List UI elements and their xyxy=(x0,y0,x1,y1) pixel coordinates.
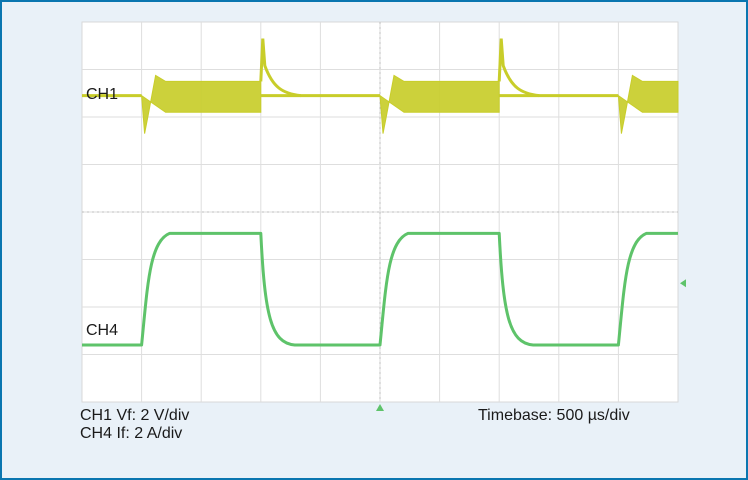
ch1-scale-label: CH1 Vf: 2 V/div xyxy=(80,407,190,424)
trigger-position-marker xyxy=(376,404,384,411)
ch1-turnoff-spike xyxy=(259,38,301,98)
timebase-label: Timebase: 500 µs/div xyxy=(478,407,630,424)
ch1-turnoff-spike xyxy=(497,38,540,98)
ch4-label: CH4 xyxy=(86,322,119,339)
ch1-conduction-band xyxy=(617,74,679,134)
trigger-level-marker xyxy=(680,279,686,288)
ch4-scale-label: CH4 If: 2 A/div xyxy=(80,425,183,442)
ch4-trace xyxy=(82,231,678,347)
ch1-conduction-band xyxy=(379,74,500,134)
ch1-label: CH1 xyxy=(86,86,119,103)
ch1-conduction-band xyxy=(141,74,262,134)
